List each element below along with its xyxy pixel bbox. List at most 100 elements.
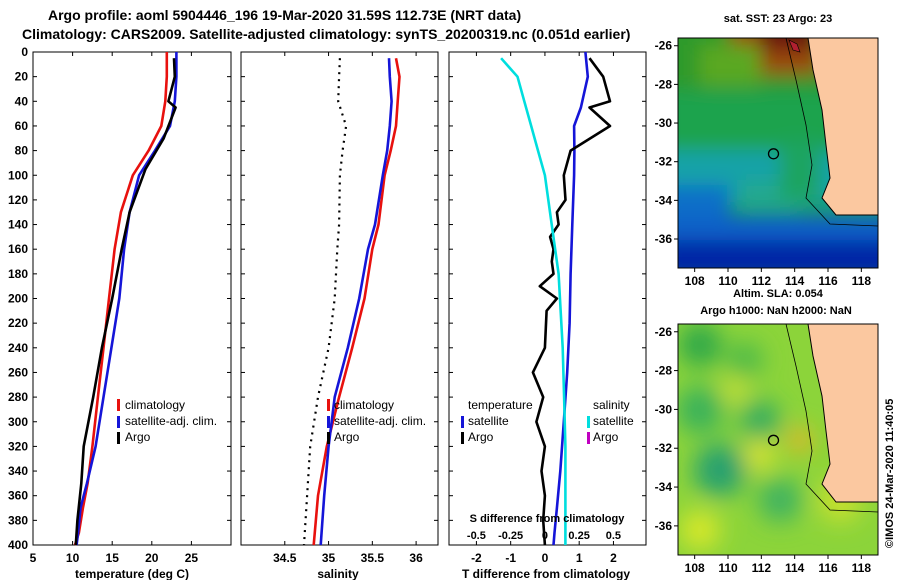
depth-tick-label: 240	[8, 341, 28, 355]
temperature-xtick-label: 10	[66, 551, 80, 565]
legend-label-satellite: satellite-adj. clim.	[125, 414, 217, 428]
difference-xtick-label: -2	[471, 551, 482, 565]
figure-title: Argo profile: aoml 5904446_196 19-Mar-20…	[48, 7, 521, 23]
sst-float-marker	[767, 148, 780, 160]
legend-label-t-argo: Argo	[468, 430, 494, 444]
difference-panel: -2 -1 0 1 2 T difference from climatology S …	[448, 51, 647, 581]
legend-title-temperature: temperature	[468, 398, 533, 412]
legend-swatch-satellite	[327, 416, 330, 428]
temperature-xtick-label: 5	[30, 551, 37, 565]
legend-swatch-s-argo	[587, 432, 590, 444]
sst-lat-label: -26	[655, 39, 673, 53]
salinity-xlabel: salinity	[317, 567, 359, 580]
depth-tick-label: 60	[15, 119, 29, 133]
temperature-xtick-label: 20	[145, 551, 159, 565]
legend-label-argo: Argo	[334, 430, 360, 444]
depth-tick-label: 80	[15, 144, 29, 158]
depth-tick-label: 20	[15, 70, 29, 84]
figure-subtitle: Climatology: CARS2009. Satellite-adjuste…	[22, 26, 630, 42]
legend-swatch-t-argo	[461, 432, 464, 444]
sst-lon-label: 108	[685, 274, 705, 288]
depth-tick-label: 220	[8, 316, 28, 330]
difference-series-s-satellite	[500, 57, 567, 545]
sst-lon-label: 114	[785, 274, 805, 288]
salinity-xtick-label: 35.5	[361, 551, 385, 565]
legend-swatch-satellite	[117, 416, 120, 428]
legend-label-s-satellite: satellite	[593, 414, 634, 428]
temperature-legend: climatology satellite-adj. clim. Argo	[117, 398, 217, 444]
copyright-credit: ©IMOS 24-Mar-2020 11:40:05	[884, 399, 896, 548]
sst-lon-label: 112	[752, 274, 772, 288]
depth-tick-label: 360	[8, 489, 28, 503]
legend-label-climatology: climatology	[334, 398, 394, 412]
sst-lat-label: -34	[655, 193, 673, 207]
difference-xtick-label: 1	[576, 551, 583, 565]
temperature-series-argo	[74, 58, 177, 546]
salinity-legend: climatology satellite-adj. clim. Argo	[327, 398, 426, 444]
sla-lon-label: 116	[818, 561, 838, 575]
depth-tick-label: 280	[8, 390, 28, 404]
sla-lat-label: -34	[655, 480, 673, 494]
sla-lon-label: 112	[752, 561, 772, 575]
depth-tick-label: 120	[8, 193, 28, 207]
salinity-difference-tick-label: 0.5	[606, 530, 621, 542]
legend-label-t-satellite: satellite	[468, 414, 509, 428]
legend-swatch-t-satellite	[461, 416, 464, 428]
temperature-xtick-label: 15	[106, 551, 120, 565]
sst-lat-label: -30	[655, 116, 673, 130]
difference-xlabel: T difference from climatology	[462, 567, 630, 580]
sla-lat-label: -30	[655, 402, 673, 416]
sla-lat-label: -28	[655, 364, 673, 378]
sst-field	[678, 38, 878, 268]
depth-tick-label: 380	[8, 513, 28, 527]
sla-lon-label: 118	[852, 561, 872, 575]
salinity-xtick-label: 35	[322, 551, 336, 565]
salinity-difference-tick-label: 0.25	[568, 530, 589, 542]
difference-series-t-argo	[531, 57, 612, 546]
salinity-difference-axis: -0.5 -0.25 0 0.25 0.5	[467, 530, 621, 542]
legend-swatch-argo	[117, 432, 120, 444]
salinity-difference-tick-label: 0	[542, 530, 548, 542]
legend-swatch-climatology	[327, 399, 330, 411]
temperature-xtick-label: 25	[185, 551, 199, 565]
difference-series-t-satellite	[552, 51, 590, 546]
sst-lat-label: -32	[655, 155, 673, 169]
difference-legend: temperature satellite Argo salinity sate…	[461, 398, 634, 444]
sla-lon-label: 110	[718, 561, 738, 575]
depth-axis: 0 20 40 60 80 100 120 140 160 180 200 220 240 260 280 3…	[8, 45, 28, 552]
sst-map-title: sat. SST: 23 Argo: 23	[724, 13, 832, 25]
difference-top-xlabel: S difference from climatology	[470, 513, 626, 525]
sst-lat-label: -28	[655, 77, 673, 91]
difference-frame	[448, 51, 647, 546]
legend-swatch-s-satellite	[587, 416, 590, 428]
legend-label-satellite: satellite-adj. clim.	[334, 414, 426, 428]
legend-swatch-argo	[327, 432, 330, 444]
sla-lon-label: 114	[785, 561, 805, 575]
legend-title-salinity: salinity	[593, 398, 630, 412]
depth-tick-label: 0	[21, 45, 28, 59]
sst-lon-label: 116	[818, 274, 838, 288]
legend-label-s-argo: Argo	[593, 430, 619, 444]
legend-swatch-climatology	[117, 399, 120, 411]
sst-coastline	[807, 38, 878, 216]
salinity-frame	[240, 51, 439, 546]
depth-tick-label: 320	[8, 439, 28, 453]
difference-xtick-label: 0	[542, 551, 549, 565]
depth-tick-label: 260	[8, 365, 28, 379]
temperature-series-climatology	[73, 52, 169, 546]
sst-isobath	[785, 38, 878, 227]
sla-lat-label: -26	[655, 325, 673, 339]
temperature-frame	[32, 51, 232, 546]
depth-tick-label: 140	[8, 218, 28, 232]
legend-label-climatology: climatology	[125, 398, 185, 412]
salinity-series-argo	[302, 58, 348, 546]
depth-tick-label: 160	[8, 242, 28, 256]
sla-map-title: Altim. SLA: 0.054	[733, 288, 824, 300]
difference-xtick-label: -1	[505, 551, 516, 565]
sla-lon-label: 108	[685, 561, 705, 575]
depth-tick-label: 300	[8, 415, 28, 429]
depth-tick-label: 200	[8, 292, 28, 306]
salinity-difference-tick-label: -0.5	[467, 530, 486, 542]
depth-tick-label: 40	[15, 94, 29, 108]
